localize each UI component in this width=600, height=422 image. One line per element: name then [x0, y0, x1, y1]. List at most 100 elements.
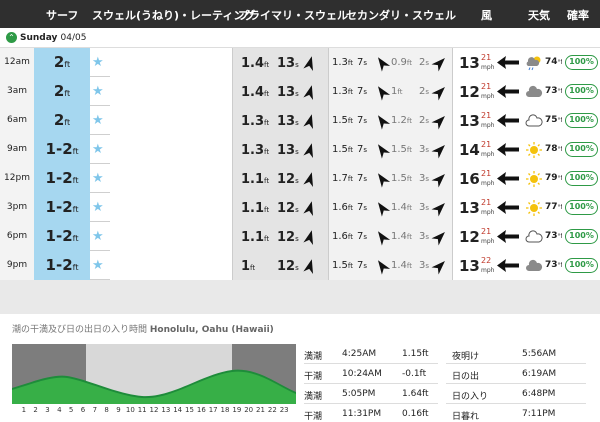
hour-label: 11: [137, 406, 147, 414]
forecast-row[interactable]: 6am 2ft ★ 1.3ft 13s 1.5ft 7s 1.2ft 2s 13 21 mph 75°f…: [0, 106, 600, 135]
primary-height: 1.4ft: [241, 56, 270, 71]
hour-label: 9: [116, 406, 121, 414]
rating-cell: [110, 48, 232, 77]
tide-panel: 潮の干満及び日の出日の入り時間 Honolulu, Oahu (Hawaii) …: [0, 308, 600, 422]
forecast-row[interactable]: 3pm 1-2ft ★ 1.1ft 12s 1.6ft 7s 1.4ft 3s 13 21 mph 77…: [0, 193, 600, 222]
rating-cell: [110, 106, 232, 135]
wind-speed: 14: [459, 141, 480, 159]
forecast-row[interactable]: 12pm 1-2ft ★ 1.1ft 12s 1.7ft 7s 1.5ft 3s 16 21 mph 7…: [0, 164, 600, 193]
surf-height: 2ft: [34, 77, 90, 106]
row-time: 9am: [0, 135, 34, 164]
wind-gust: 21: [481, 198, 492, 207]
star-icon: ★: [92, 200, 104, 215]
secondary1-period: 7s: [357, 173, 368, 184]
forecast-row[interactable]: 12am 2ft ★ 1.4ft 13s 1.3ft 7s 0.9ft 2s 13 21 mph 74°…: [0, 48, 600, 77]
forecast-row[interactable]: 3am 2ft ★ 1.4ft 13s 1.3ft 7s 1ft 2s 12 21 mph 73°f 10…: [0, 77, 600, 106]
forecast-row[interactable]: 9pm 1-2ft ★ 1ft 12s 1.5ft 7s 1.4ft 3s 13 22 mph 73°f…: [0, 251, 600, 280]
hour-label: 20: [244, 406, 254, 414]
secondary1-height: 1.5ft: [332, 144, 353, 155]
temperature: 73°f: [545, 231, 563, 241]
wind-unit: mph: [481, 151, 495, 158]
secondary1-height: 1.5ft: [332, 260, 353, 271]
primary-height: 1.1ft: [241, 172, 270, 187]
sun-icon: [526, 200, 542, 216]
sun-time: 6:48PM: [522, 389, 556, 399]
tide-type: 満潮: [304, 392, 323, 402]
temperature: 73°f: [545, 260, 563, 270]
wind-gust: 21: [481, 140, 492, 149]
row-time: 3pm: [0, 193, 34, 222]
col-weather: 天気: [528, 9, 550, 22]
primary-direction-arrow-icon: [303, 230, 314, 246]
star-icon: ★: [92, 171, 104, 186]
star-icon: ★: [92, 55, 104, 70]
row-time: 6am: [0, 106, 34, 135]
secondary1-period: 7s: [357, 202, 368, 213]
secondary1-direction-arrow-icon: [377, 86, 391, 101]
primary-swell: 1.1ft 12s: [232, 222, 328, 251]
temperature: 77°f: [545, 202, 563, 212]
wind-gust: 21: [481, 82, 492, 91]
primary-direction-arrow-icon: [303, 172, 314, 188]
hour-label: 5: [68, 406, 74, 414]
probability-badge: 100%: [565, 84, 598, 99]
primary-period: 13s: [277, 56, 299, 71]
wind-arrow-icon: [497, 56, 519, 69]
sun-row: 夜明け 5:56AM: [446, 344, 586, 364]
secondary2-height: 1.5ft: [391, 173, 412, 184]
wind-unit: mph: [481, 267, 495, 274]
sun-label: 日の入り: [452, 392, 489, 402]
primary-height: 1.4ft: [241, 85, 270, 100]
temperature: 78°f: [545, 144, 563, 154]
primary-swell: 1.3ft 13s: [232, 106, 328, 135]
tide-height: 1.15ft: [402, 349, 429, 359]
primary-direction-arrow-icon: [303, 85, 314, 101]
hour-label: 21: [256, 406, 265, 414]
day-header[interactable]: ⌃ Sunday 04/05: [0, 28, 600, 48]
col-secondary: セカンダリ・スウェル: [346, 9, 456, 22]
tide-time: 4:25AM: [342, 349, 377, 359]
forecast-row[interactable]: 9am 1-2ft ★ 1.3ft 13s 1.5ft 7s 1.5ft 3s 14 21 mph 78…: [0, 135, 600, 164]
primary-direction-arrow-icon: [303, 114, 314, 130]
primary-direction-arrow-icon: [303, 259, 314, 275]
probability-badge: 100%: [565, 113, 598, 128]
tide-height: 1.64ft: [402, 389, 429, 399]
tide-type: 満潮: [304, 352, 323, 362]
forecast-row[interactable]: 6pm 1-2ft ★ 1.1ft 12s 1.6ft 7s 1.4ft 3s 12 21 mph 73…: [0, 222, 600, 251]
surf-height: 1-2ft: [34, 193, 90, 222]
probability-cell: 100%: [562, 135, 600, 164]
primary-direction-arrow-icon: [303, 56, 314, 72]
hour-label: 23: [279, 406, 289, 414]
secondary2-direction-arrow-icon: [431, 116, 445, 130]
wind-weather: 12 21 mph 73°f: [452, 222, 563, 251]
hour-label: 13: [161, 406, 171, 414]
cloud-icon: [526, 85, 543, 97]
sun-icon: [526, 171, 542, 187]
sun-label: 夜明け: [452, 352, 480, 362]
probability-badge: 100%: [565, 258, 598, 273]
wind-weather: 14 21 mph 78°f: [452, 135, 563, 164]
wind-arrow-icon: [497, 259, 519, 272]
hour-label: 6: [80, 406, 86, 414]
wind-unit: mph: [481, 238, 495, 245]
surf-height: 2ft: [34, 48, 90, 77]
tide-title: 潮の干満及び日の出日の入り時間 Honolulu, Oahu (Hawaii): [12, 325, 274, 335]
hour-label: 18: [220, 406, 230, 414]
primary-swell: 1.4ft 13s: [232, 77, 328, 106]
forecast-header: サーフ スウェル(うねり)・レーティング プライマリ・スウェル セカンダリ・スウ…: [0, 0, 600, 28]
collapse-icon[interactable]: ⌃: [6, 32, 17, 43]
wind-speed: 13: [459, 54, 480, 72]
sun-label: 日暮れ: [452, 412, 480, 422]
secondary2-direction-arrow-icon: [431, 261, 445, 275]
star-icon: ★: [92, 258, 104, 273]
cloud-icon: [526, 259, 543, 271]
hour-label: 7: [92, 406, 98, 414]
secondary2-period: 3s: [419, 144, 430, 155]
primary-swell: 1ft 12s: [232, 251, 328, 280]
secondary2-height: 1.4ft: [391, 231, 412, 242]
secondary1-period: 7s: [357, 260, 368, 271]
wind-unit: mph: [481, 180, 495, 187]
day-label: Sunday 04/05: [20, 33, 87, 43]
hour-label: 14: [173, 406, 183, 414]
secondary2-height: 1.4ft: [391, 260, 412, 271]
